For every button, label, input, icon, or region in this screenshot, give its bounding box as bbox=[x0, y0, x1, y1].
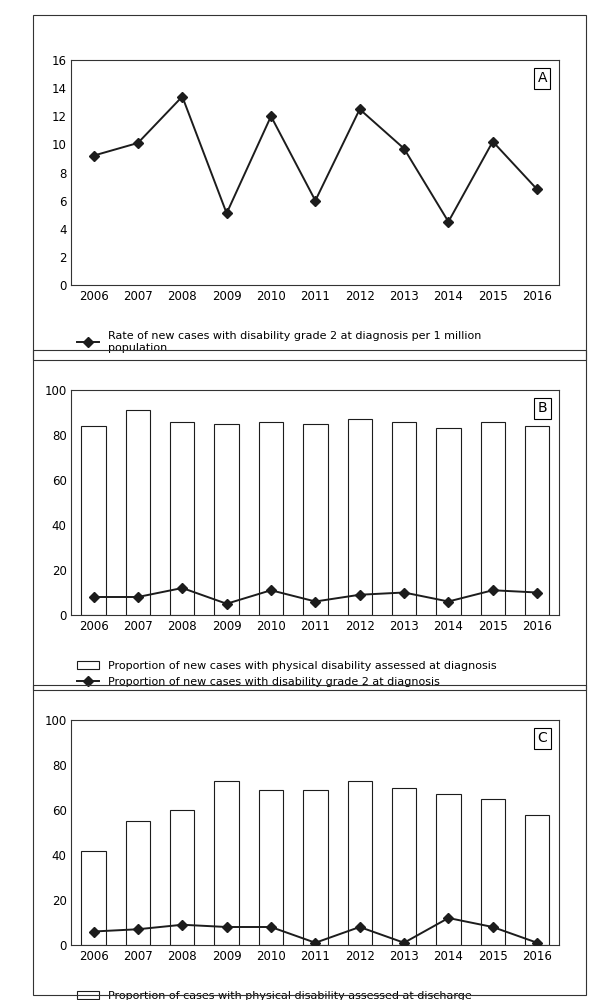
Bar bbox=[392, 788, 416, 945]
Bar bbox=[214, 781, 239, 945]
Bar bbox=[525, 814, 549, 945]
Bar bbox=[436, 794, 461, 945]
Bar bbox=[303, 790, 327, 945]
Bar bbox=[214, 424, 239, 615]
Legend: Proportion of cases with physical disability assessed at discharge, Proportion o: Proportion of cases with physical disabi… bbox=[77, 991, 472, 1000]
Bar bbox=[82, 850, 106, 945]
Bar bbox=[126, 821, 150, 945]
Bar bbox=[347, 419, 372, 615]
Bar bbox=[170, 422, 195, 615]
Bar bbox=[392, 422, 416, 615]
Text: B: B bbox=[537, 401, 547, 415]
Legend: Rate of new cases with disability grade 2 at diagnosis per 1 million
population: Rate of new cases with disability grade … bbox=[77, 331, 481, 353]
Bar bbox=[126, 410, 150, 615]
Legend: Proportion of new cases with physical disability assessed at diagnosis, Proporti: Proportion of new cases with physical di… bbox=[77, 661, 497, 687]
Bar bbox=[259, 422, 283, 615]
Bar bbox=[82, 426, 106, 615]
Bar bbox=[481, 799, 505, 945]
Bar bbox=[259, 790, 283, 945]
Bar bbox=[170, 810, 195, 945]
Bar bbox=[303, 424, 327, 615]
Bar bbox=[436, 428, 461, 615]
Bar bbox=[481, 422, 505, 615]
Bar bbox=[347, 781, 372, 945]
Text: A: A bbox=[537, 71, 547, 85]
Text: C: C bbox=[537, 731, 547, 745]
Bar bbox=[525, 426, 549, 615]
